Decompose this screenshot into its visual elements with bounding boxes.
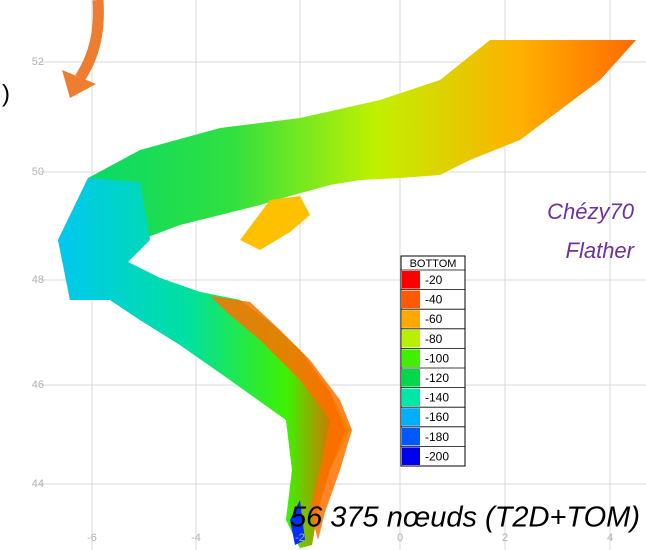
x-tick-label: -4 [191,532,201,544]
arrow [80,0,98,78]
legend-label: -100 [425,351,449,365]
y-tick-label: 46 [32,379,44,391]
legend-label: -140 [425,391,449,405]
legend-label: -60 [425,312,443,326]
legend-swatch [402,310,420,328]
x-tick-label: 2 [502,532,508,544]
legend-swatch [402,349,420,367]
legend-label: -160 [425,410,449,424]
legend-swatch [402,271,420,289]
map-slide: 5250484644-6-4-2024 BOTTOM-20-40-60-80-1… [0,0,646,550]
y-tick-label: 48 [32,274,44,286]
x-tick-label: 0 [397,532,403,544]
y-tick-label: 44 [32,478,44,490]
mesh-note: 56 375 nœuds (T2D+TOM) [290,502,640,534]
legend-label: -20 [425,273,443,287]
legend-title: BOTTOM [410,258,457,270]
x-tick-label: -2 [295,532,305,544]
legend-label: -40 [425,293,443,307]
x-tick-label: 4 [607,532,613,544]
legend-label: -200 [425,449,449,463]
bathymetry-map: 5250484644-6-4-2024 BOTTOM-20-40-60-80-1… [0,0,646,550]
legend-swatch [402,330,420,348]
legend-swatch [402,291,420,309]
x-tick-label: -6 [87,532,97,544]
legend: BOTTOM -20 -40 -60 -80 -100 -120 -140 -160 -180 -2… [401,256,465,466]
domain [58,40,636,548]
legend-label: -180 [425,430,449,444]
legend-swatch [402,447,420,465]
legend-label: -80 [425,332,443,346]
boundary-note: Flather [566,238,636,263]
legend-swatch [402,408,420,426]
y-tick-label: 50 [32,166,44,178]
edge-text: ) [2,80,10,107]
legend-swatch [402,428,420,446]
legend-swatch [402,389,420,407]
legend-label: -120 [425,371,449,385]
friction-note: Chézy70 [547,199,635,224]
legend-swatch [402,369,420,387]
y-tick-label: 52 [32,56,44,68]
